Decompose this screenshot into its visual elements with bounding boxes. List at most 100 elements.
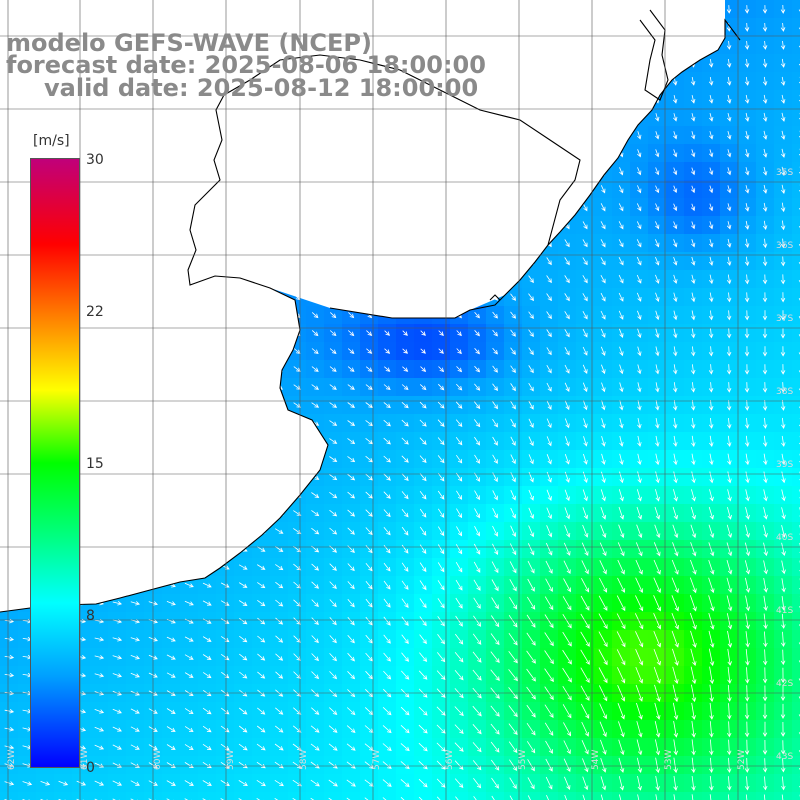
wind-arrow [546, 347, 552, 356]
wind-arrow [780, 94, 786, 104]
wind-speed-cell [792, 774, 800, 793]
wind-arrow [727, 703, 732, 720]
wind-arrow [727, 630, 733, 648]
wind-arrow [671, 577, 679, 594]
wind-arrow [202, 780, 212, 786]
wind-arrow [600, 310, 606, 320]
wind-arrow [275, 546, 284, 552]
wind-arrow [762, 776, 768, 791]
wind-arrow [418, 742, 428, 752]
wind-arrow [744, 238, 750, 249]
wind-arrow [708, 630, 715, 648]
wind-arrow [582, 293, 588, 302]
wind-arrow [383, 509, 391, 518]
wind-arrow [780, 310, 786, 321]
wind-arrow [528, 382, 534, 392]
wind-arrow [274, 761, 284, 769]
wind-arrow [635, 559, 643, 575]
wind-arrow [184, 798, 192, 800]
wind-arrow [637, 328, 642, 339]
wind-arrow [365, 563, 373, 572]
wind-arrow [601, 435, 606, 447]
wind-arrow [329, 456, 338, 462]
wind-arrow [618, 292, 624, 302]
longitude-label: 54W [591, 750, 601, 770]
wind-arrow [202, 761, 212, 769]
wind-arrow [130, 601, 141, 606]
wind-arrow [726, 5, 732, 14]
wind-arrow [637, 382, 642, 393]
coastline-south [0, 94, 329, 613]
wind-arrow [310, 725, 320, 733]
wind-arrow [745, 167, 750, 176]
wind-arrow [744, 703, 750, 720]
wind-arrow [473, 543, 481, 555]
wind-arrow [781, 542, 786, 557]
wind-arrow [745, 149, 750, 158]
wind-arrow [384, 330, 390, 336]
wind-arrow [708, 595, 715, 612]
wind-arrow [600, 739, 607, 755]
wind-arrow [672, 364, 678, 375]
wind-arrow [383, 634, 391, 644]
wind-arrow [598, 631, 608, 648]
wind-arrow [564, 400, 570, 411]
wind-arrow [257, 671, 266, 679]
wind-arrow [510, 365, 516, 373]
wind-arrow [619, 418, 624, 429]
wind-arrow [509, 759, 518, 771]
wind-arrow [473, 419, 481, 428]
wind-arrow [472, 724, 482, 735]
wind-arrow [473, 597, 481, 609]
wind-arrow [347, 509, 356, 517]
wind-arrow [166, 744, 176, 750]
wind-arrow [40, 781, 51, 786]
wind-arrow [293, 653, 301, 661]
wind-speed-cell [198, 792, 217, 800]
wind-arrow [637, 167, 642, 176]
wind-arrow [400, 706, 410, 716]
wind-arrow [635, 595, 644, 612]
wind-arrow [709, 721, 714, 738]
wind-arrow [472, 651, 482, 663]
wind-arrow [708, 310, 714, 321]
wind-arrow [365, 455, 374, 463]
wind-arrow [256, 546, 266, 552]
wind-arrow [709, 239, 714, 248]
wind-arrow [383, 562, 391, 572]
wind-arrow [562, 631, 572, 647]
coastline-north [329, 18, 741, 319]
longitude-label: 61W [80, 750, 90, 770]
wind-arrow [383, 580, 391, 590]
wind-arrow [708, 328, 714, 339]
wind-arrow [619, 471, 624, 484]
wind-arrow [655, 453, 660, 466]
wind-arrow [673, 292, 678, 303]
wind-arrow [311, 671, 320, 680]
latitude-label: 42S [776, 679, 793, 689]
wind-arrow [329, 402, 338, 408]
longitude-label: 58W [299, 750, 309, 770]
wind-arrow [601, 400, 606, 411]
wind-speed-cell [792, 414, 800, 433]
wind-arrow [401, 652, 410, 662]
wind-arrow [671, 612, 679, 630]
wind-arrow [527, 777, 535, 790]
longitude-label: 56W [445, 750, 455, 770]
wind-arrow [709, 739, 714, 756]
wind-arrow [673, 274, 678, 284]
wind-arrow [601, 418, 606, 429]
wind-arrow [708, 59, 714, 68]
wind-arrow [4, 672, 15, 678]
wind-arrow [347, 671, 356, 680]
wind-speed-cell [792, 522, 800, 541]
wind-arrow [726, 221, 732, 230]
wind-arrow [491, 795, 495, 800]
wind-arrow [726, 346, 732, 357]
wind-arrow [456, 526, 463, 537]
wind-arrow [492, 508, 498, 519]
wind-speed-cell [180, 792, 199, 800]
wind-arrow [546, 382, 552, 392]
wind-arrow [690, 203, 696, 212]
wind-arrow [691, 131, 696, 140]
